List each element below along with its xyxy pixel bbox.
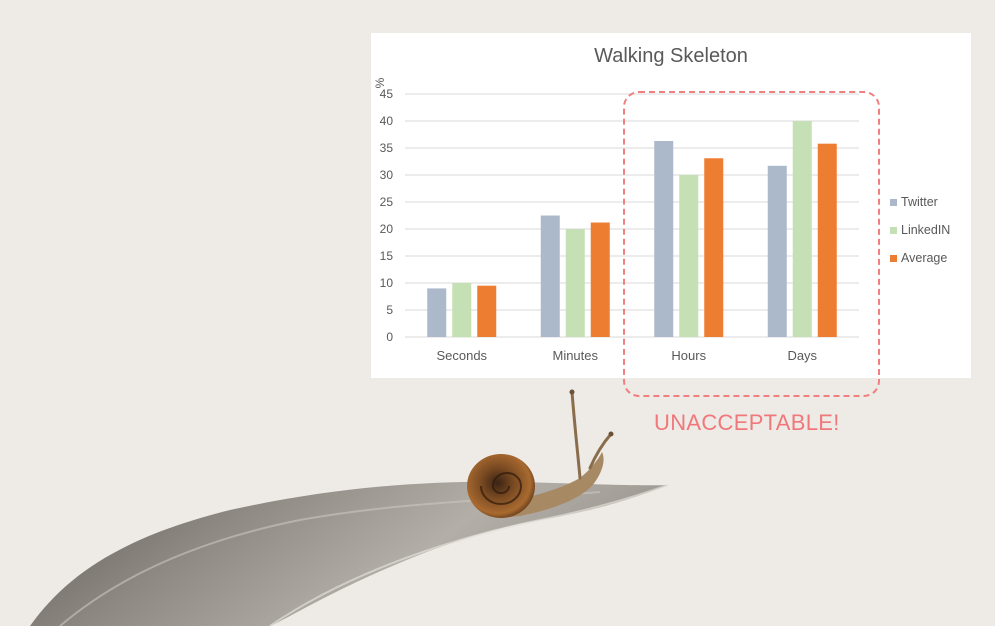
x-tick-label: Days	[787, 348, 817, 363]
legend-swatch	[890, 227, 897, 234]
bar	[792, 121, 812, 337]
snail-on-leaf-illustration	[30, 389, 669, 626]
bar	[540, 215, 560, 337]
bar	[565, 229, 585, 337]
y-tick-label: 40	[380, 114, 394, 128]
x-tick-label: Seconds	[436, 348, 487, 363]
unacceptable-callout: UNACCEPTABLE!	[654, 410, 840, 435]
bar	[477, 285, 497, 337]
legend-label: LinkedIN	[901, 223, 950, 237]
bar	[817, 143, 837, 337]
bar	[704, 158, 724, 337]
leaf	[30, 481, 669, 626]
bar	[590, 222, 610, 337]
bar	[767, 165, 787, 337]
y-tick-label: 45	[380, 87, 394, 101]
chart-title: Walking Skeleton	[594, 45, 748, 67]
y-tick-label: 20	[380, 222, 394, 236]
chart-panel: 0 5 10 15 20 25 30 35 40 45% Seconds Minutes Hours Da…	[371, 33, 971, 378]
y-tick-label: 25	[380, 195, 394, 209]
legend-swatch	[890, 255, 897, 262]
bar	[427, 288, 447, 337]
legend-label: Average	[901, 251, 947, 265]
bar	[654, 140, 674, 337]
bar	[452, 283, 472, 337]
bar-chart: 0 5 10 15 20 25 30 35 40 45% Seconds Minutes Hours Da…	[373, 77, 950, 363]
y-tick-label: 0	[386, 330, 393, 344]
highlight-box	[623, 91, 880, 397]
y-axis-label: %	[373, 77, 387, 88]
x-tick-label: Minutes	[552, 348, 598, 363]
y-tick-label: 15	[380, 249, 394, 263]
y-tick-label: 35	[380, 141, 394, 155]
bar	[679, 175, 699, 337]
y-tick-label: 10	[380, 276, 394, 290]
legend-label: Twitter	[901, 195, 938, 209]
x-tick-label: Hours	[671, 348, 706, 363]
y-tick-label: 30	[380, 168, 394, 182]
y-tick-label: 5	[386, 303, 393, 317]
snail	[467, 389, 614, 518]
legend-swatch	[890, 199, 897, 206]
